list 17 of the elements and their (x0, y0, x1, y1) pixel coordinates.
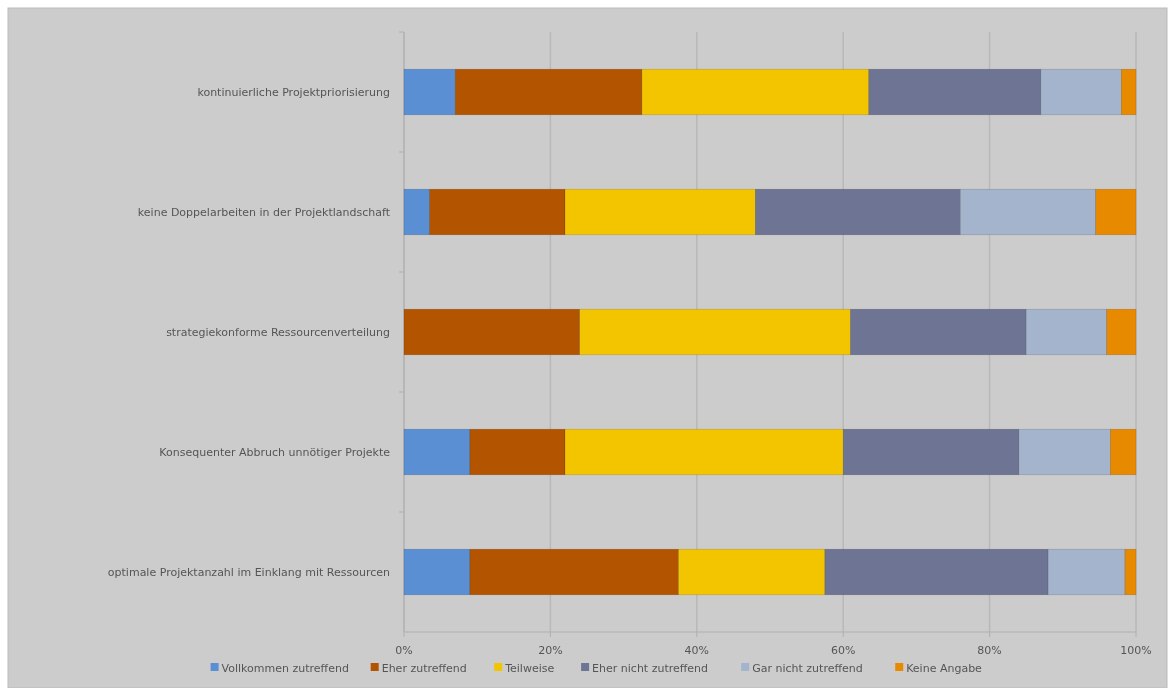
legend-label: Keine Angabe (906, 662, 983, 675)
legend-label: Eher nicht zutreffend (592, 662, 709, 675)
x-tick-label: 80% (977, 644, 1002, 657)
y-tick-label: Konsequenter Abbruch unnötiger Projekte (159, 445, 391, 459)
legend-label: Gar nicht zutreffend (752, 662, 863, 675)
y-tick-label: keine Doppelarbeiten in der Projektlandschaft (137, 205, 391, 219)
x-tick-label: 0% (395, 644, 413, 657)
x-tick-label: 60% (830, 644, 856, 657)
y-tick-label: strategiekonforme Ressourcenverteilung (166, 325, 390, 339)
x-tick-label: 100% (1120, 644, 1152, 657)
x-tick-label: 40% (684, 644, 710, 657)
legend-label: Eher zutreffend (381, 662, 467, 675)
x-tick-label: 20% (538, 644, 563, 657)
legend-label: Teilweise (504, 662, 555, 675)
y-tick-label: kontinuierliche Projektpriorisierung (197, 85, 390, 99)
y-tick-label: optimale Projektanzahl im Einklang mit Ressourcen (107, 565, 391, 579)
legend-label: Vollkommen zutreffend (221, 662, 349, 675)
